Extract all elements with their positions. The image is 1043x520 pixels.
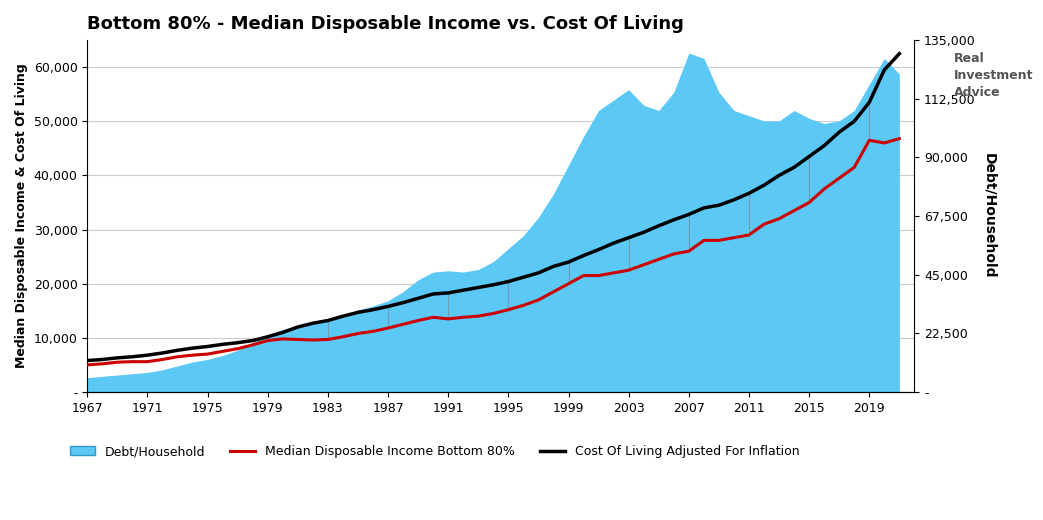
Text: Real
Investment
Advice: Real Investment Advice: [954, 52, 1034, 99]
Y-axis label: Median Disposable Income & Cost Of Living: Median Disposable Income & Cost Of Livin…: [15, 63, 28, 368]
Legend: Debt/Household, Median Disposable Income Bottom 80%, Cost Of Living Adjusted For: Debt/Household, Median Disposable Income…: [65, 440, 804, 463]
Y-axis label: Debt/Household: Debt/Household: [983, 153, 997, 279]
Text: Bottom 80% - Median Disposable Income vs. Cost Of Living: Bottom 80% - Median Disposable Income vs…: [88, 15, 684, 33]
